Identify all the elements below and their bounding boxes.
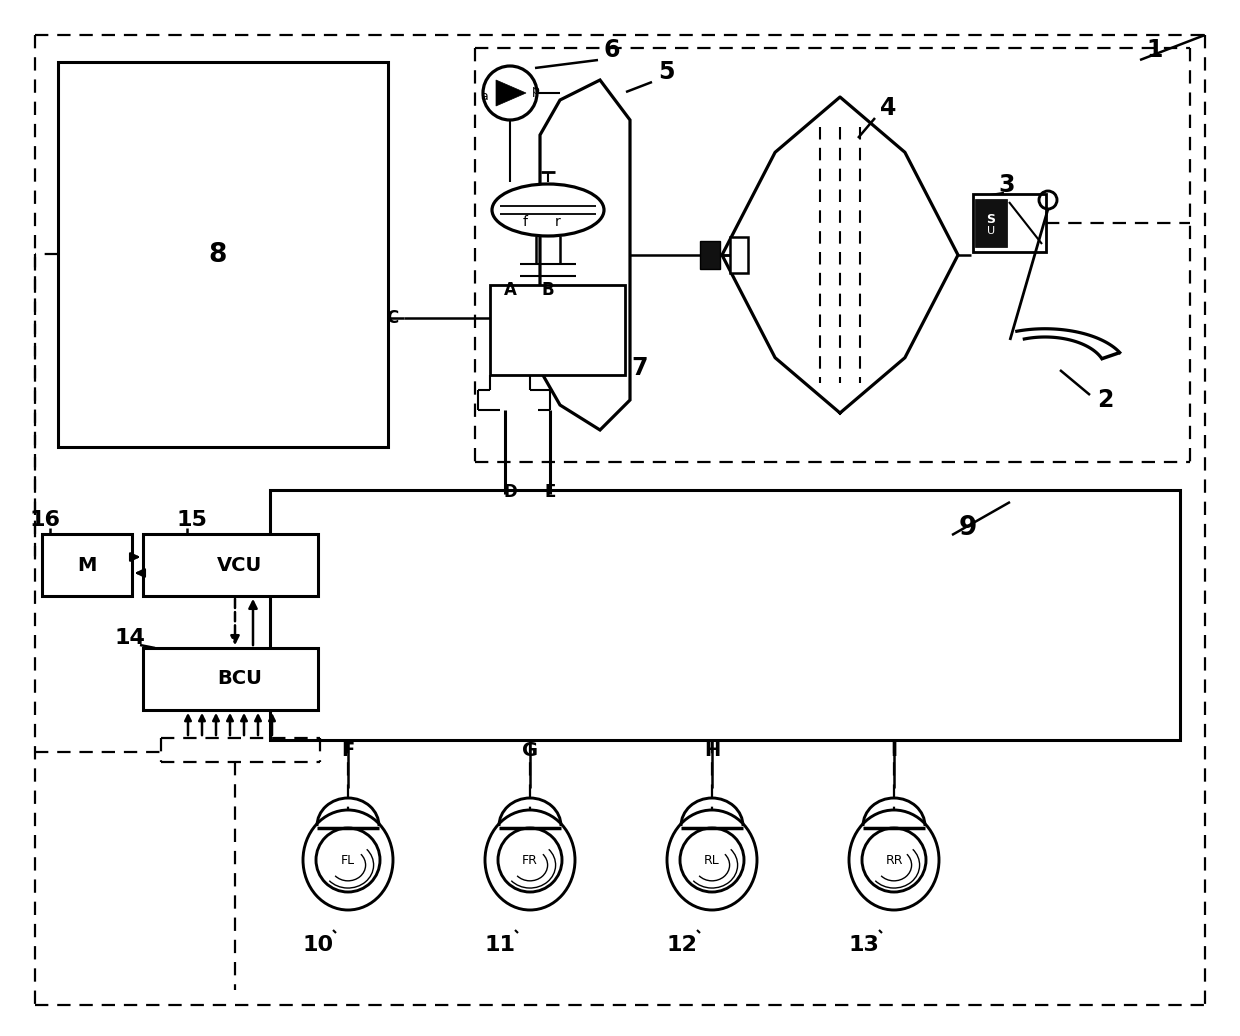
Text: 2: 2 — [1097, 388, 1114, 412]
Text: 15: 15 — [176, 510, 207, 530]
Text: BCU: BCU — [217, 669, 263, 689]
Ellipse shape — [849, 810, 939, 910]
Polygon shape — [539, 80, 630, 430]
Text: B: B — [542, 281, 554, 299]
Text: 7: 7 — [631, 356, 649, 380]
Text: RR: RR — [885, 854, 903, 866]
Text: A: A — [503, 281, 516, 299]
Bar — [270, 490, 1180, 740]
Text: M: M — [77, 555, 97, 575]
Ellipse shape — [667, 810, 756, 910]
Text: 5: 5 — [657, 60, 675, 84]
Bar — [58, 62, 388, 447]
Circle shape — [862, 828, 926, 892]
Text: F: F — [341, 741, 355, 759]
Text: 12: 12 — [667, 936, 697, 955]
Text: D: D — [503, 483, 517, 501]
Bar — [143, 648, 317, 710]
Text: FR: FR — [522, 854, 538, 866]
Text: C: C — [386, 309, 398, 327]
Polygon shape — [496, 80, 526, 106]
Bar — [730, 237, 748, 274]
Text: 11: 11 — [485, 936, 516, 955]
Text: f: f — [522, 215, 527, 229]
Text: VCU: VCU — [217, 555, 263, 575]
Circle shape — [316, 828, 379, 892]
Bar — [973, 194, 1047, 252]
Text: 10: 10 — [303, 936, 334, 955]
Bar — [42, 534, 131, 596]
Text: 4: 4 — [880, 96, 897, 120]
Text: FL: FL — [341, 854, 355, 866]
Ellipse shape — [485, 810, 575, 910]
Bar — [975, 199, 1007, 247]
Text: S: S — [987, 212, 996, 226]
Ellipse shape — [492, 184, 604, 236]
Text: U: U — [987, 226, 994, 236]
Bar — [490, 285, 625, 375]
Circle shape — [498, 828, 562, 892]
Text: a: a — [480, 89, 487, 103]
Text: p: p — [532, 84, 539, 96]
Text: 3: 3 — [998, 173, 1016, 197]
Text: 9: 9 — [959, 515, 977, 541]
Bar — [701, 241, 720, 269]
Text: r: r — [556, 215, 560, 229]
Circle shape — [680, 828, 744, 892]
Ellipse shape — [303, 810, 393, 910]
Text: G: G — [522, 741, 538, 759]
Text: 14: 14 — [114, 628, 145, 648]
Bar — [143, 534, 317, 596]
Text: 16: 16 — [30, 510, 61, 530]
Text: 1: 1 — [1147, 38, 1163, 62]
Text: 8: 8 — [208, 242, 227, 268]
Text: RL: RL — [704, 854, 720, 866]
Text: I: I — [890, 741, 898, 759]
Text: 13: 13 — [848, 936, 879, 955]
Text: H: H — [704, 741, 720, 759]
Circle shape — [484, 66, 537, 120]
Text: E: E — [544, 483, 556, 501]
Text: 6: 6 — [604, 38, 620, 62]
